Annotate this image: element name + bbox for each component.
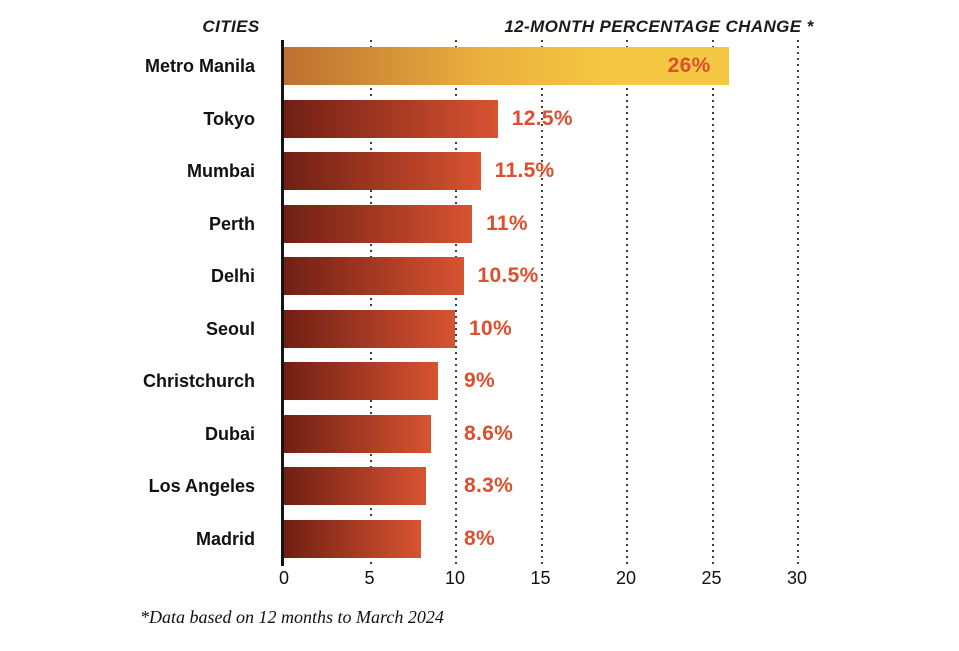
bar-value-label: 11.5% bbox=[494, 159, 555, 182]
category-label: Dubai bbox=[204, 423, 255, 444]
bar bbox=[284, 362, 438, 400]
bar-value-label: 10.5% bbox=[477, 264, 539, 287]
chart-row: Delhi 10.5% bbox=[211, 250, 797, 303]
chart-row: Perth 11% bbox=[209, 198, 797, 251]
x-axis-tick-label: 5 bbox=[364, 568, 375, 588]
bar-value-label: 10% bbox=[469, 316, 512, 340]
bar-value-label: 9% bbox=[464, 369, 495, 392]
bar-value-label: 8.3% bbox=[464, 474, 514, 497]
category-label: Seoul bbox=[205, 318, 255, 339]
category-label: Delhi bbox=[210, 266, 255, 286]
gridline bbox=[711, 40, 714, 565]
category-label: Madrid bbox=[195, 528, 255, 549]
x-axis-tick-label: 20 bbox=[615, 568, 637, 588]
x-axis-tick-label: 30 bbox=[786, 568, 808, 588]
category-label: Los Angeles bbox=[148, 476, 255, 496]
bar-value-label: 26% bbox=[667, 54, 711, 77]
category-label: Metro Manila bbox=[144, 56, 255, 76]
category-label: Tokyo bbox=[203, 108, 255, 129]
categories-axis-title: CITIES bbox=[202, 17, 260, 36]
category-label: Christchurch bbox=[142, 371, 255, 391]
gridline bbox=[626, 40, 628, 565]
chart-row: Seoul 10% bbox=[206, 303, 797, 356]
plot-area: 0 5 10 15 20 25 30 Metro Manila 26% Tokyo 12.5… bbox=[143, 40, 807, 588]
category-label: Mumbai bbox=[186, 161, 255, 181]
bar bbox=[284, 414, 432, 453]
x-axis-tick-label: 10 bbox=[444, 568, 466, 588]
bar-value-label: 8% bbox=[464, 526, 495, 550]
value-axis-title: 12-MONTH PERCENTAGE CHANGE * bbox=[504, 17, 814, 36]
footnote: *Data based on 12 months to March 2024 bbox=[140, 607, 444, 627]
gridline bbox=[540, 40, 543, 565]
bar-value-label: 11% bbox=[486, 211, 528, 235]
category-label: Perth bbox=[208, 213, 255, 234]
gridline bbox=[455, 40, 457, 565]
chart-row: Los Angeles 8.3% bbox=[149, 460, 797, 513]
bar bbox=[284, 47, 729, 85]
gridline bbox=[369, 40, 372, 565]
bar bbox=[284, 467, 426, 505]
bar bbox=[284, 99, 498, 138]
bar bbox=[284, 309, 455, 348]
bar bbox=[284, 152, 481, 190]
x-axis-tick-label: 0 bbox=[278, 568, 289, 588]
chart-row: Mumbai 11.5% bbox=[187, 145, 797, 198]
bar-value-label: 8.6% bbox=[464, 421, 514, 445]
x-axis-tick-label: 25 bbox=[701, 568, 722, 588]
chart-row: Metro Manila 26% bbox=[145, 40, 797, 93]
gridline bbox=[797, 40, 799, 565]
chart-row: Tokyo 12.5% bbox=[203, 93, 797, 146]
x-axis-tick-label: 15 bbox=[530, 568, 551, 588]
bar bbox=[284, 257, 464, 295]
bar-value-label: 12.5% bbox=[511, 106, 573, 130]
y-axis-line bbox=[281, 40, 284, 566]
bar bbox=[284, 204, 473, 243]
chart-row: Christchurch 9% bbox=[143, 355, 797, 408]
chart-row: Dubai 8.6% bbox=[205, 408, 797, 461]
bar bbox=[284, 519, 421, 558]
chart-row: Madrid 8% bbox=[196, 513, 797, 566]
